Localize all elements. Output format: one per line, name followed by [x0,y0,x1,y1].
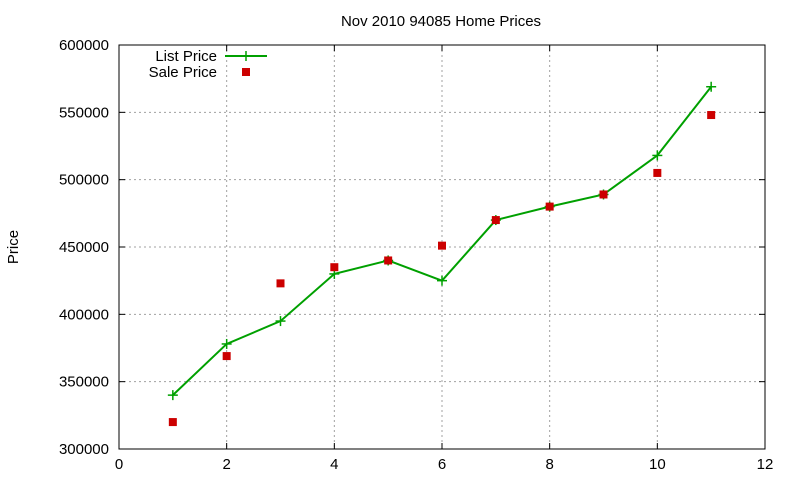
y-axis-label: Price [5,230,22,264]
x-tick-label: 8 [545,456,553,473]
data-point [438,241,446,250]
legend-label: Sale Price [149,64,217,81]
data-point [599,190,608,199]
legend-label: List Price [155,48,217,65]
data-point [275,316,286,327]
data-point [221,338,232,349]
data-point [437,275,447,286]
y-tick-label: 400000 [59,306,109,323]
data-point [653,168,662,177]
x-tick-label: 12 [757,456,774,473]
x-tick-label: 2 [222,456,230,473]
y-tick-label: 450000 [59,239,109,256]
data-point [222,352,231,361]
tick-layer: 0 2 4 6 8 10 12 300000 350000 400000 450000 500000 5… [59,37,773,473]
data-point [276,279,285,288]
legend-marker [241,51,251,61]
y-tick-label: 500000 [59,172,109,189]
data-point [706,81,717,92]
series-sale-price [168,111,716,427]
x-tick-label: 10 [649,456,666,473]
y-tick-label: 600000 [59,37,109,54]
chart-title: Nov 2010 94085 Home Prices [341,13,541,30]
x-tick-label: 4 [330,456,338,473]
data-point [384,256,393,265]
data-point [168,418,177,427]
series-layer [167,81,717,427]
legend-marker [242,68,250,76]
data-point [167,390,178,401]
data-point [330,263,339,272]
x-tick-label: 6 [438,456,446,473]
data-point [545,202,554,211]
y-tick-label: 300000 [59,441,109,458]
data-point [707,111,716,120]
y-tick-label: 350000 [59,374,109,391]
y-tick-label: 550000 [59,104,109,121]
x-tick-label: 0 [115,456,123,473]
data-point [652,150,663,161]
data-point [491,216,500,225]
